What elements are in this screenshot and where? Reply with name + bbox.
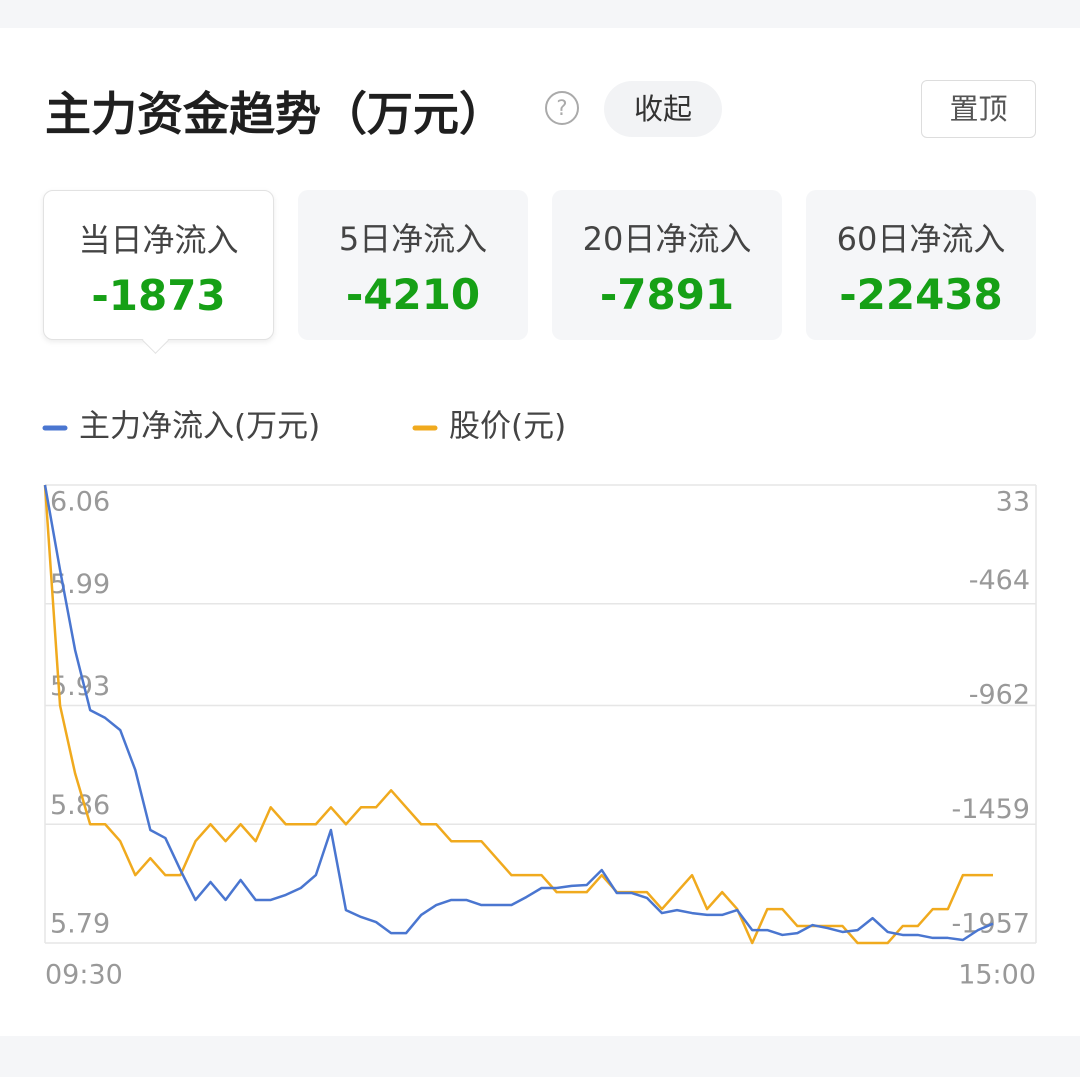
x-tick-label: 09:30 [45,960,123,991]
title: 主力资金趋势（万元） [45,87,505,141]
y-tick-label: 6.06 [50,487,110,518]
pin-button[interactable]: 置顶 [921,80,1036,138]
tab-value: -22438 [839,270,1003,319]
tab-value: -4210 [345,270,481,319]
tab-label: 60日净流入 [836,220,1006,258]
series-line [43,484,993,945]
y-tick-label: 5.99 [50,569,110,600]
y2-tick-label: -1459 [952,794,1030,825]
tab-label: 5日净流入 [338,220,488,258]
y-tick-label: 5.79 [50,909,110,940]
y2-tick-label: 33 [996,487,1030,518]
tab[interactable]: 5日净流入 -4210 [298,190,528,340]
tab-label: 20日净流入 [582,220,752,258]
legend-label: 股价(元) [449,409,566,445]
x-tick-label: 15:00 [958,960,1036,991]
tab[interactable]: 60日净流入 -22438 [806,190,1036,340]
tab-value: -1873 [91,271,226,320]
y-tick-label: 5.86 [50,790,110,821]
legend-label: 主力净流入(万元) [79,409,320,445]
tab-label: 当日净流入 [78,221,239,259]
tab[interactable]: 20日净流入 -7891 [552,190,782,340]
y2-tick-label: -464 [969,565,1030,596]
y2-tick-label: -962 [969,680,1030,711]
series-line [43,484,994,942]
tab-value: -7891 [599,270,735,319]
help-icon[interactable]: ? [545,91,579,125]
collapse-button[interactable]: 收起 [604,81,722,137]
